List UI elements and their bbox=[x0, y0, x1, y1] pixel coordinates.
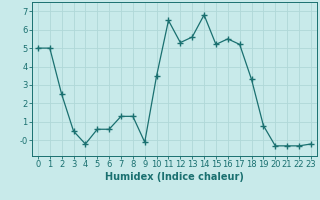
X-axis label: Humidex (Indice chaleur): Humidex (Indice chaleur) bbox=[105, 172, 244, 182]
